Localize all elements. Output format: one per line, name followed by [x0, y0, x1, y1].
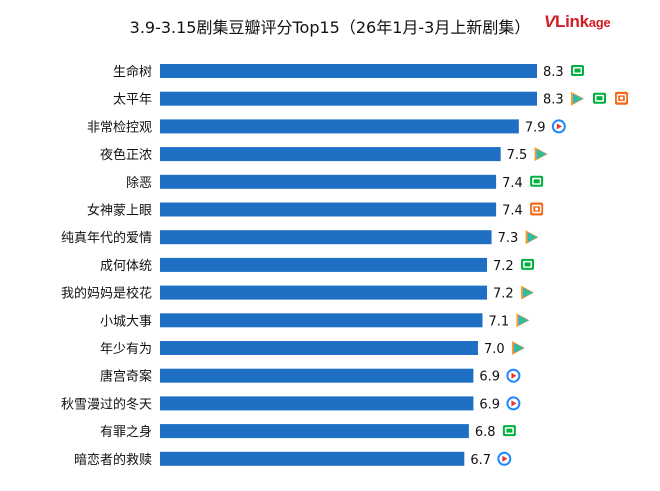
- youku-icon: [506, 396, 521, 411]
- tencent-video-icon: [571, 91, 584, 106]
- bar: [160, 174, 497, 189]
- bar: [160, 313, 483, 328]
- bar: [160, 285, 488, 300]
- value-label: 7.3: [498, 231, 519, 246]
- category-label: 太平年: [113, 93, 152, 108]
- iqiyi-icon: [502, 425, 516, 437]
- value-label: 6.9: [479, 397, 500, 412]
- category-label: 唐宫奇案: [100, 369, 152, 385]
- brand-logo-v: V: [544, 12, 556, 31]
- category-label: 除恶: [126, 176, 152, 191]
- bar: [160, 257, 488, 272]
- iqiyi-icon: [593, 92, 606, 104]
- youku-icon: [506, 368, 521, 383]
- value-label: 6.8: [475, 425, 496, 440]
- bar: [160, 91, 537, 106]
- category-label: 夜色正浓: [100, 147, 152, 163]
- iqiyi-icon: [571, 65, 584, 76]
- value-label: 6.9: [479, 370, 500, 385]
- category-label: 秋雪漫过的冬天: [61, 396, 152, 412]
- value-label: 7.9: [525, 120, 546, 135]
- value-label: 8.3: [543, 65, 564, 80]
- iqiyi-icon: [530, 175, 544, 187]
- category-label: 女神蒙上眼: [87, 203, 152, 219]
- bar: [160, 147, 501, 162]
- value-label: 7.4: [502, 176, 523, 191]
- value-label: 8.3: [543, 93, 564, 108]
- iqiyi-icon: [521, 258, 535, 270]
- value-label: 7.2: [493, 259, 514, 274]
- bar: [160, 424, 469, 439]
- bar: [160, 451, 465, 466]
- tencent-video-icon: [511, 341, 525, 355]
- tencent-video-icon: [516, 313, 530, 328]
- chart-title: 3.9-3.15剧集豆瓣评分Top15（26年1月-3月上新剧集）: [129, 18, 531, 37]
- bar: [160, 396, 474, 411]
- category-label: 有罪之身: [100, 424, 152, 440]
- bar: [160, 230, 492, 245]
- value-label: 7.1: [488, 314, 509, 329]
- bar: [160, 368, 474, 383]
- category-label: 我的妈妈是校花: [61, 286, 152, 302]
- mango-tv-icon: [530, 202, 544, 216]
- brand-logo-age: age: [588, 15, 611, 30]
- bar: [160, 119, 519, 134]
- category-label: 小城大事: [100, 314, 152, 329]
- tencent-video-icon: [534, 147, 548, 162]
- category-label: 年少有为: [100, 342, 152, 357]
- mango-tv-icon: [615, 91, 628, 105]
- value-label: 6.7: [470, 453, 491, 468]
- youku-icon: [551, 119, 566, 134]
- category-label: 暗恋者的救赎: [74, 452, 152, 468]
- brand-logo-link: Link: [555, 12, 589, 31]
- bar: [160, 64, 537, 78]
- category-label: 生命树: [113, 64, 152, 80]
- youku-icon: [497, 451, 512, 466]
- bar: [160, 341, 478, 355]
- value-label: 7.5: [507, 148, 528, 163]
- category-label: 非常检控观: [87, 120, 152, 135]
- bar: [160, 202, 497, 217]
- value-label: 7.0: [484, 342, 505, 357]
- category-label: 纯真年代的爱情: [61, 230, 152, 246]
- value-label: 7.2: [493, 287, 514, 302]
- tencent-video-icon: [525, 230, 539, 245]
- brand-logo: VLinkage: [544, 12, 611, 32]
- category-label: 成何体统: [100, 258, 152, 274]
- tencent-video-icon: [521, 285, 535, 300]
- value-label: 7.4: [502, 204, 523, 219]
